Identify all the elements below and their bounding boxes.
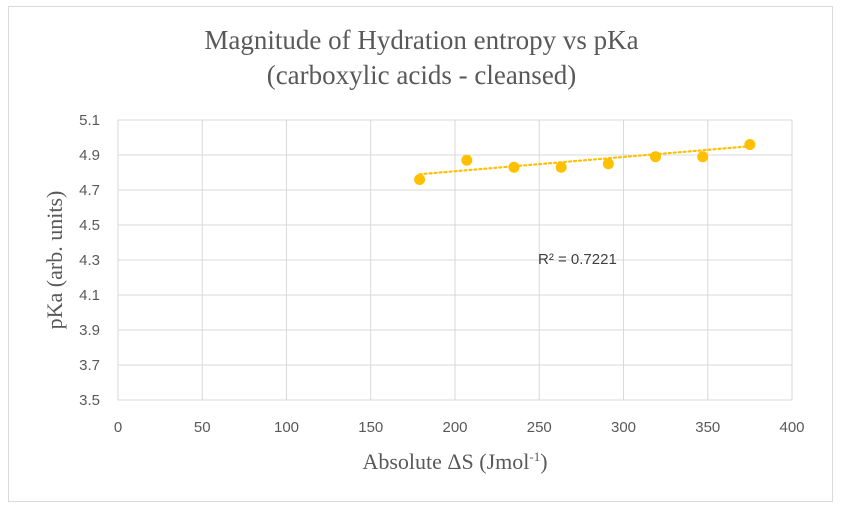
y-tick-label: 4.5 (79, 217, 100, 234)
x-tick-label: 0 (114, 419, 122, 436)
trendline (418, 145, 751, 176)
data-point (461, 154, 473, 166)
data-point (414, 174, 426, 185)
x-tick-label: 150 (358, 419, 383, 436)
x-axis-label-end: ) (540, 449, 548, 475)
data-point (744, 139, 756, 150)
data-point (602, 158, 614, 170)
x-tick-label: 100 (274, 419, 299, 436)
y-tick-label: 3.5 (79, 392, 100, 409)
x-axis-label-sup: -1 (529, 448, 541, 464)
x-tick-label: 250 (527, 419, 552, 436)
data-point (697, 151, 709, 163)
data-point (508, 161, 520, 173)
x-tick-label: 350 (695, 419, 720, 436)
chart-frame (8, 6, 833, 502)
data-point (555, 161, 567, 173)
x-axis-label: Absolute ΔS (Jmol-1) (362, 449, 547, 475)
data-point (650, 151, 662, 163)
chart-title: Magnitude of Hydration entropy vs pKa (204, 25, 639, 55)
x-tick-label: 300 (611, 419, 636, 436)
y-tick-label: 5.1 (79, 112, 100, 129)
y-tick-label: 4.9 (79, 147, 100, 164)
x-axis-label-main: Absolute ΔS (Jmol (362, 449, 530, 475)
y-tick-label: 4.1 (79, 287, 100, 304)
x-tick-label: 400 (779, 419, 804, 436)
y-tick-label: 3.9 (79, 322, 100, 339)
x-tick-label: 50 (194, 419, 211, 436)
y-tick-label: 3.7 (79, 357, 100, 374)
chart-subtitle: (carboxylic acids - cleansed) (266, 60, 577, 90)
r-squared-annotation: R² = 0.7221 (538, 251, 617, 268)
y-tick-label: 4.7 (79, 182, 100, 199)
x-tick-label: 200 (442, 419, 467, 436)
y-tick-label: 4.3 (79, 252, 100, 269)
